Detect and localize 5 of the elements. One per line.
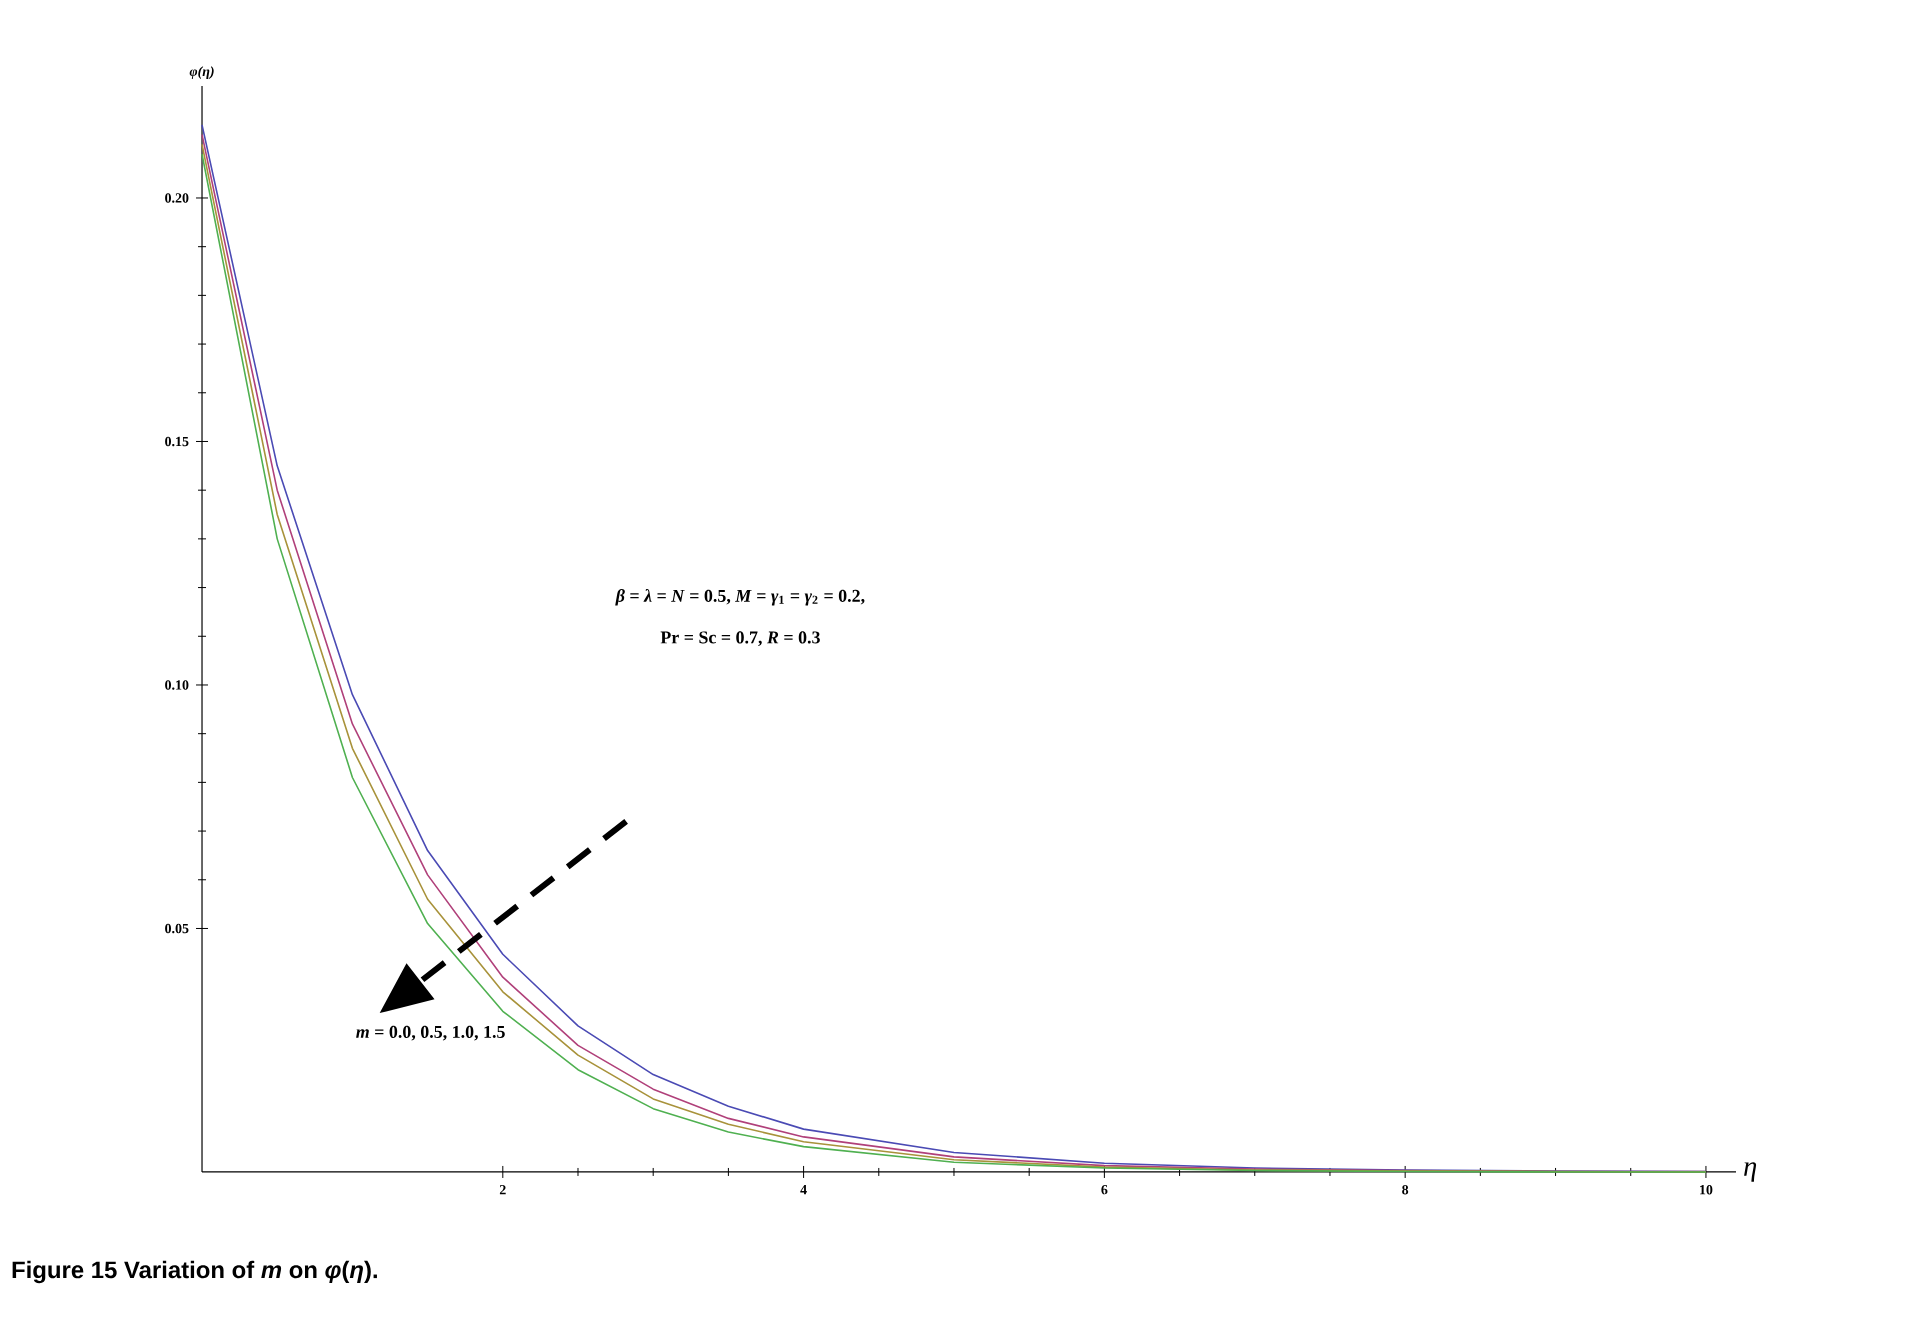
x-axis-title: η bbox=[1744, 1162, 1757, 1182]
text: β = λ = N = 0.5, M = γ$_{1}$ = γ$_{2}$ = 0.2, bbox=[615, 589, 865, 606]
annotation: m = 0.0, 0.5, 1.0, 1.5 bbox=[356, 1025, 505, 1041]
caption: Figure 15 Variation of m on φ(η). bbox=[12, 1260, 377, 1284]
annotation: Pr = Sc = 0.7, R = 0.3 bbox=[660, 631, 820, 647]
